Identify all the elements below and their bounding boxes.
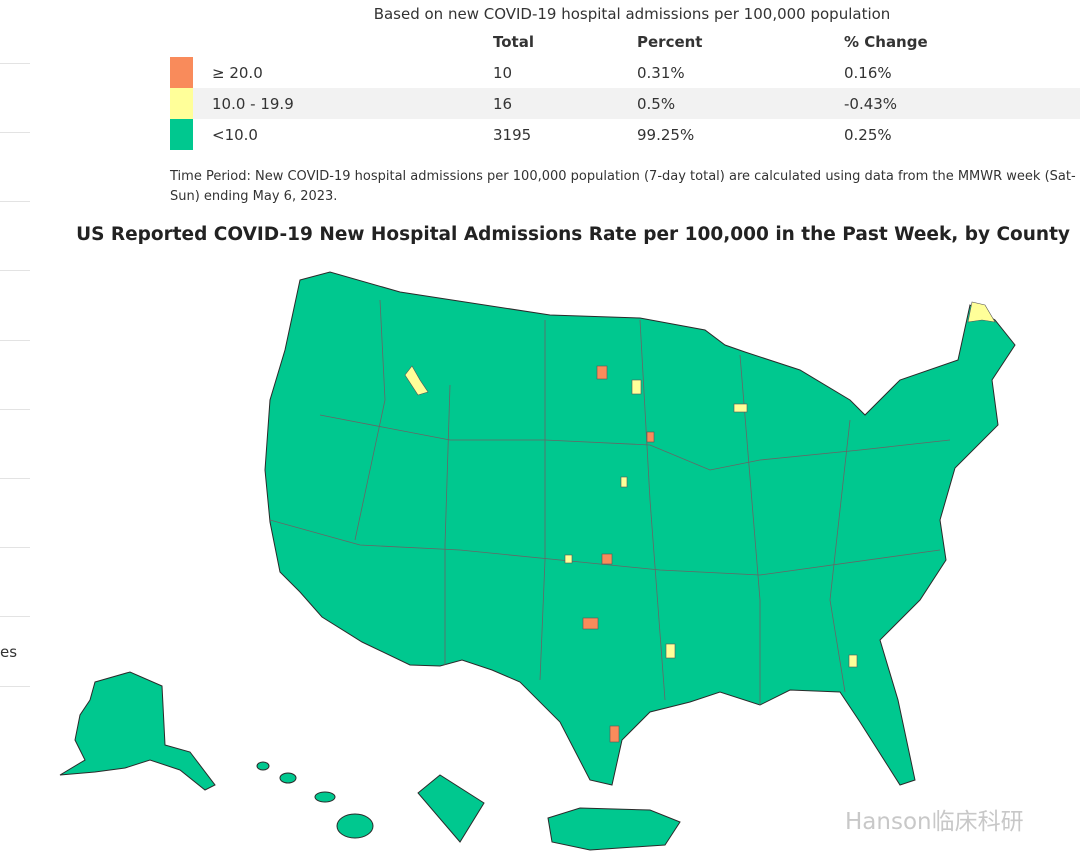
county-mid bbox=[620, 476, 628, 488]
cell-change: 0.16% bbox=[844, 64, 892, 82]
county-mid bbox=[848, 654, 858, 668]
county-mid bbox=[631, 379, 642, 395]
state-lines bbox=[269, 299, 951, 705]
column-header: Total bbox=[493, 33, 534, 51]
cell-label: <10.0 bbox=[212, 126, 258, 144]
sidebar-divider bbox=[0, 132, 30, 133]
puerto-rico bbox=[547, 807, 681, 851]
cell-percent: 0.5% bbox=[637, 95, 676, 113]
sidebar-divider bbox=[0, 616, 30, 617]
legend-row: <10.0 3195 99.25% 0.25% bbox=[170, 119, 1080, 150]
county-high bbox=[582, 617, 599, 630]
hawaii-island bbox=[279, 772, 297, 784]
cell-label: 10.0 - 19.9 bbox=[212, 95, 294, 113]
column-header: Percent bbox=[637, 33, 703, 51]
legend-row: ≥ 20.0 10 0.31% 0.16% bbox=[170, 57, 1080, 88]
sidebar-divider bbox=[0, 547, 30, 548]
sidebar-divider bbox=[0, 686, 30, 687]
cell-change: 0.25% bbox=[844, 126, 892, 144]
hawaii-island bbox=[256, 761, 270, 771]
county-mid bbox=[733, 403, 748, 413]
sidebar-divider bbox=[0, 201, 30, 202]
county-high bbox=[596, 365, 608, 380]
county-mid bbox=[564, 554, 573, 564]
cell-change: -0.43% bbox=[844, 95, 898, 113]
cell-percent: 99.25% bbox=[637, 126, 695, 144]
cell-total: 10 bbox=[493, 64, 513, 82]
sidebar-divider bbox=[0, 409, 30, 410]
legend-swatch bbox=[170, 88, 193, 119]
sidebar-divider bbox=[0, 63, 30, 64]
sidebar-divider bbox=[0, 340, 30, 341]
alaska bbox=[59, 671, 216, 791]
cell-total: 16 bbox=[493, 95, 513, 113]
county-mid bbox=[967, 301, 996, 323]
time-period-note: Time Period: New COVID-19 hospital admis… bbox=[170, 169, 1076, 204]
legend-row: 10.0 - 19.9 16 0.5% -0.43% bbox=[170, 88, 1080, 119]
sidebar-text: es bbox=[0, 643, 18, 661]
county-high bbox=[609, 725, 620, 743]
hawaii-island bbox=[314, 791, 336, 803]
sidebar-divider bbox=[0, 478, 30, 479]
sidebar-divider bbox=[0, 270, 30, 271]
county-mid bbox=[665, 643, 676, 659]
legend-swatch bbox=[170, 57, 193, 88]
district-of-columbia bbox=[417, 774, 485, 843]
highlighted-counties bbox=[404, 301, 996, 743]
watermark: Hanson临床科研 bbox=[845, 809, 1024, 835]
cell-label: ≥ 20.0 bbox=[212, 64, 263, 82]
legend-swatch bbox=[170, 119, 193, 150]
cell-percent: 0.31% bbox=[637, 64, 685, 82]
hawaii-island bbox=[336, 813, 374, 839]
cell-total: 3195 bbox=[493, 126, 532, 144]
map-title: US Reported COVID-19 New Hospital Admiss… bbox=[76, 224, 1070, 245]
column-header: % Change bbox=[844, 33, 928, 51]
county-high bbox=[646, 431, 655, 443]
legend-subtitle: Based on new COVID-19 hospital admission… bbox=[373, 5, 891, 23]
county-mid bbox=[404, 365, 429, 396]
county-high bbox=[601, 553, 613, 565]
contiguous-us bbox=[264, 271, 1016, 786]
